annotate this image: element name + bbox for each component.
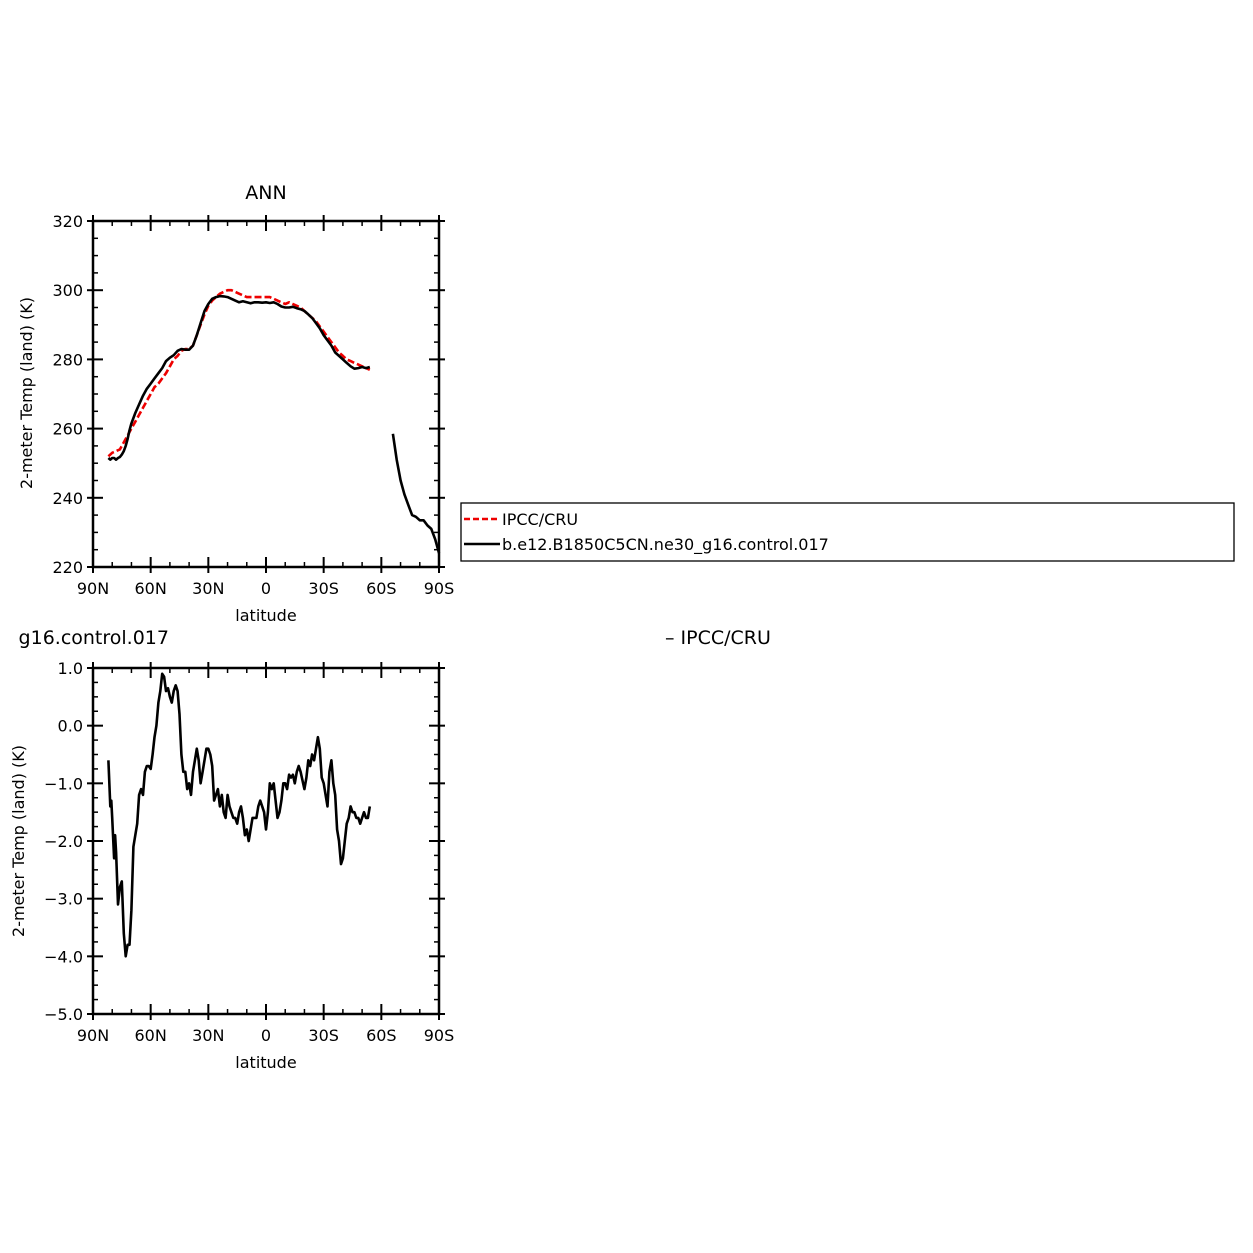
x-tick-label: 30S <box>308 579 339 598</box>
chart-panel-top: ANN 2-meter Temp (land) (K) latitude 90N… <box>17 182 1235 625</box>
x-tick-label: 30N <box>192 1026 224 1045</box>
x-tick-label: 90N <box>77 579 109 598</box>
y-tick-label: 0.0 <box>58 717 83 736</box>
series-line-ipcc-cru <box>107 288 371 458</box>
y-tick-label: −5.0 <box>44 1005 83 1024</box>
y-tick-label: 260 <box>52 420 83 439</box>
x-tick-label: 90N <box>77 1026 109 1045</box>
chart-subtitle: – IPCC/CRU <box>665 627 771 649</box>
legend: IPCC/CRU b.e12.B1850C5CN.ne30_g16.contro… <box>460 502 1235 562</box>
y-tick-label: 240 <box>52 489 83 508</box>
chart-panel-bottom: g16.control.017 – IPCC/CRU 2-meter Temp … <box>9 627 771 1072</box>
legend-label: b.e12.B1850C5CN.ne30_g16.control.017 <box>502 535 829 555</box>
plot-frame <box>91 219 441 569</box>
y-tick-label: −4.0 <box>44 947 83 966</box>
x-axis-label: latitude <box>235 1053 296 1072</box>
y-tick-label: 280 <box>52 350 83 369</box>
x-tick-label: 90S <box>424 579 455 598</box>
x-tick-label: 30S <box>308 1026 339 1045</box>
chart-title: g16.control.017 <box>19 627 169 649</box>
tick-labels: 90N 60N 30N 0 30S 60S 90S 220 240 260 280 300 320 <box>52 212 454 598</box>
x-tick-label: 60S <box>366 579 397 598</box>
axis-ticks <box>87 215 445 573</box>
y-axis-label: 2-meter Temp (land) (K) <box>17 297 36 489</box>
y-tick-label: 300 <box>52 281 83 300</box>
series-line-model <box>107 294 441 554</box>
legend-box <box>460 502 1235 562</box>
x-tick-label: 0 <box>261 1026 271 1045</box>
legend-label: IPCC/CRU <box>502 510 578 529</box>
series-line-model <box>107 672 372 958</box>
x-tick-label: 30N <box>192 579 224 598</box>
x-tick-label: 90S <box>424 1026 455 1045</box>
tick-labels: 90N 60N 30N 0 30S 60S 90S −5.0 −4.0 −3.0 −2.0 −1.0 0… <box>44 659 454 1045</box>
y-tick-label: −1.0 <box>44 774 83 793</box>
series-lines <box>107 672 372 958</box>
x-tick-label: 60N <box>135 579 167 598</box>
x-axis-label: latitude <box>235 606 296 625</box>
x-tick-label: 0 <box>261 579 271 598</box>
y-tick-label: 1.0 <box>58 659 83 678</box>
plot-frame <box>91 666 441 1016</box>
x-tick-label: 60N <box>135 1026 167 1045</box>
y-tick-label: −2.0 <box>44 832 83 851</box>
x-tick-label: 60S <box>366 1026 397 1045</box>
y-axis-label: 2-meter Temp (land) (K) <box>9 745 28 937</box>
series-lines <box>107 288 441 554</box>
y-tick-label: 220 <box>52 558 83 577</box>
y-tick-label: −3.0 <box>44 890 83 909</box>
y-tick-label: 320 <box>52 212 83 231</box>
chart-title: ANN <box>245 182 286 204</box>
